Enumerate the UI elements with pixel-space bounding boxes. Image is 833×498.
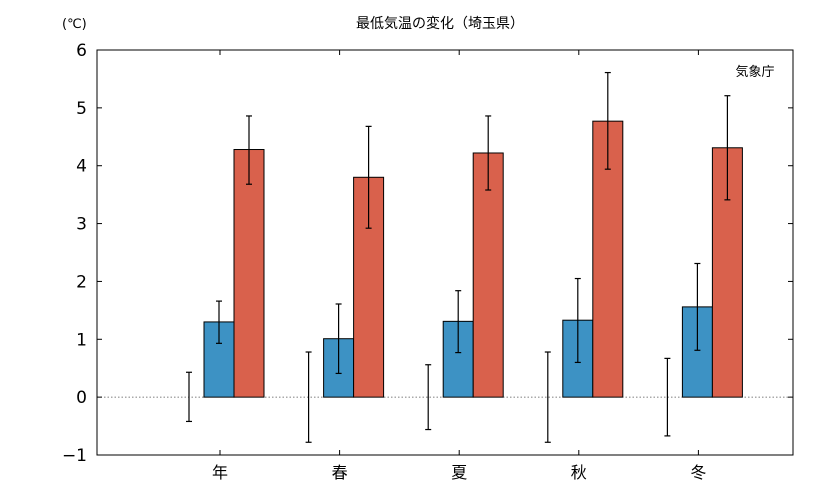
y-tick-label: 0 xyxy=(76,388,87,408)
x-tick-label: 秋 xyxy=(571,463,587,482)
y-tick-label: 3 xyxy=(76,215,87,235)
y-tick-label: 5 xyxy=(76,99,87,119)
y-tick-label: 6 xyxy=(76,41,87,61)
y-tick-label: 4 xyxy=(76,157,87,177)
y-tick-label: 1 xyxy=(76,330,87,350)
x-tick-label: 冬 xyxy=(690,463,706,482)
unit-label: (℃) xyxy=(62,17,87,32)
x-tick-label: 春 xyxy=(332,463,348,482)
x-tick-label: 夏 xyxy=(451,463,467,482)
source-label: 気象庁 xyxy=(735,64,774,80)
y-tick-label: 2 xyxy=(76,272,87,292)
chart-title: 最低気温の変化（埼玉県） xyxy=(356,15,524,32)
bar xyxy=(233,149,265,398)
x-tick-label: 年 xyxy=(212,463,228,482)
chart-marks: −1 0 1 2 3 4 5 6 年 春 夏 秋 冬 xyxy=(62,41,793,482)
plot-frame xyxy=(96,49,794,456)
y-tick-label: −1 xyxy=(62,446,87,466)
bar xyxy=(472,152,504,398)
